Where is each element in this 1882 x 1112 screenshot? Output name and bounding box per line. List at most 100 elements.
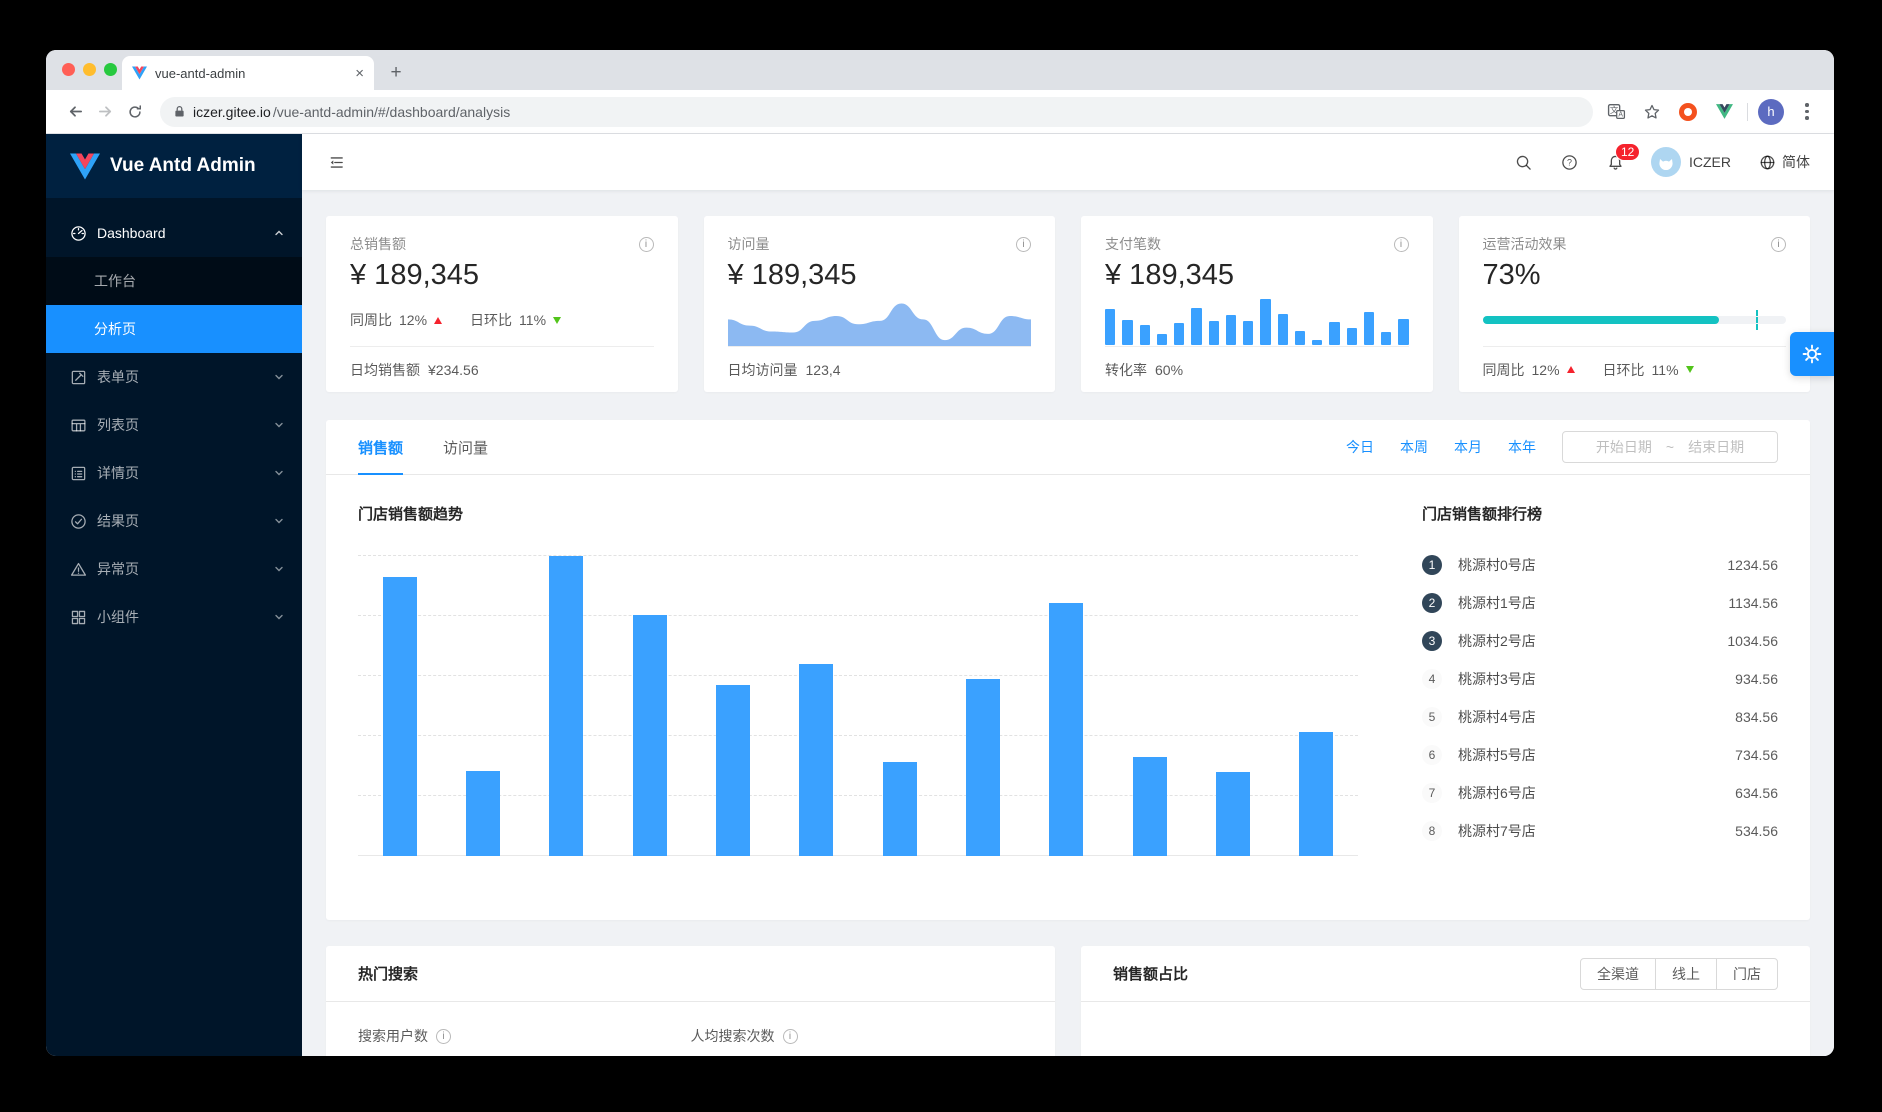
- store-value: 734.56: [1735, 747, 1778, 763]
- app-logo[interactable]: Vue Antd Admin: [46, 134, 302, 198]
- ranking-row[interactable]: 6 桃源村5号店 734.56: [1422, 736, 1778, 774]
- tab-销售额[interactable]: 销售额: [358, 420, 404, 475]
- zoom-window-button[interactable]: [104, 63, 117, 76]
- info-icon[interactable]: i: [1393, 236, 1409, 252]
- trend-week: 同周比 12%: [1483, 360, 1575, 380]
- store-value: 834.56: [1735, 709, 1778, 725]
- info-icon[interactable]: i: [436, 1028, 451, 1044]
- ranking-row[interactable]: 7 桃源村6号店 634.56: [1422, 774, 1778, 812]
- bookmark-star-icon[interactable]: [1639, 99, 1665, 125]
- store-value: 1234.56: [1727, 557, 1778, 573]
- browser-menu-icon[interactable]: [1794, 99, 1820, 125]
- info-icon[interactable]: i: [782, 1028, 798, 1044]
- stat-card-visits: 访问量 i ¥ 189,345 日均访问量 123,4: [703, 216, 1055, 392]
- channel-button-全渠道[interactable]: 全渠道: [1580, 957, 1656, 990]
- chart-bar[interactable]: [799, 664, 834, 856]
- progress-target-marker: [1755, 310, 1758, 330]
- sidebar-item-详情页[interactable]: 详情页: [46, 449, 302, 497]
- mini-bar: [1243, 321, 1254, 345]
- range-link-本月[interactable]: 本月: [1454, 439, 1482, 455]
- sidebar: Vue Antd Admin Dashboard 工作台 分析页 表单页 列表页 详情页结…: [46, 134, 302, 1056]
- date-range-picker[interactable]: 开始日期 ~ 结束日期: [1562, 431, 1778, 463]
- ranking-row[interactable]: 8 桃源村7号店 534.56: [1422, 812, 1778, 850]
- chart-bar[interactable]: [1132, 757, 1167, 856]
- chart-bar[interactable]: [1299, 731, 1334, 856]
- chart-bar[interactable]: [549, 556, 584, 856]
- rank-badge: 2: [1422, 593, 1442, 613]
- chart-bar[interactable]: [632, 614, 667, 856]
- ranking-row[interactable]: 1 桃源村0号店 1234.56: [1422, 546, 1778, 584]
- svg-text:?: ?: [1567, 157, 1572, 167]
- ranking-row[interactable]: 3 桃源村2号店 1034.56: [1422, 622, 1778, 660]
- table-icon: [70, 417, 87, 434]
- help-icon[interactable]: ?: [1559, 152, 1579, 172]
- stat-card-ops-effect: 运营活动效果 i 73% 同周比 12% 日环比 11%: [1458, 216, 1810, 392]
- chart-bar[interactable]: [715, 685, 750, 856]
- sidebar-subitem-工作台[interactable]: 工作台: [94, 273, 136, 289]
- range-link-本周[interactable]: 本周: [1400, 439, 1428, 455]
- new-tab-button[interactable]: +: [390, 62, 402, 83]
- sidebar-item-结果页[interactable]: 结果页: [46, 497, 302, 545]
- notification-badge: 12: [1615, 143, 1641, 161]
- stat-title: 总销售额: [350, 236, 406, 252]
- range-link-今日[interactable]: 今日: [1346, 439, 1374, 455]
- rank-badge: 6: [1422, 745, 1442, 765]
- store-value: 934.56: [1735, 671, 1778, 687]
- user-menu[interactable]: ICZER: [1651, 147, 1731, 177]
- browser-tab[interactable]: vue-antd-admin ×: [122, 56, 374, 90]
- stat-value: ¥ 189,345: [350, 259, 480, 291]
- mini-bar: [1225, 315, 1236, 345]
- channel-button-线上[interactable]: 线上: [1655, 957, 1717, 990]
- sidebar-item-表单页[interactable]: 表单页: [46, 353, 302, 401]
- card-title: 热门搜索: [358, 966, 419, 983]
- sidebar-item-小组件[interactable]: 小组件: [46, 593, 302, 641]
- sidebar-item-异常页[interactable]: 异常页: [46, 545, 302, 593]
- channel-button-门店[interactable]: 门店: [1716, 957, 1778, 990]
- store-ranking: 门店销售额排行榜 1 桃源村0号店 1234.56 2 桃源村1号店 1134.56 3 桃源…: [1358, 503, 1778, 856]
- warning-icon: [70, 561, 87, 578]
- chart-bar[interactable]: [382, 577, 417, 856]
- caret-up-icon: [434, 316, 443, 324]
- vue-devtools-icon[interactable]: [1711, 99, 1737, 125]
- info-icon[interactable]: i: [1016, 236, 1031, 252]
- ranking-row[interactable]: 5 桃源村4号店 834.56: [1422, 698, 1778, 736]
- menu-fold-icon[interactable]: [326, 152, 346, 172]
- language-selector[interactable]: 简体: [1757, 152, 1810, 172]
- back-icon[interactable]: [60, 97, 90, 127]
- chart-bar[interactable]: [1049, 602, 1084, 856]
- stat-number: 2.7: [691, 1054, 733, 1056]
- search-icon[interactable]: [1513, 152, 1533, 172]
- ranking-row[interactable]: 4 桃源村3号店 934.56: [1422, 660, 1778, 698]
- mini-bar: [1329, 321, 1340, 345]
- settings-button[interactable]: [1790, 332, 1834, 376]
- chart-bar[interactable]: [882, 761, 917, 856]
- chart-bar[interactable]: [465, 770, 500, 856]
- ranking-row[interactable]: 2 桃源村1号店 1134.56: [1422, 584, 1778, 622]
- extension-orange-icon[interactable]: [1675, 99, 1701, 125]
- tab-close-icon[interactable]: ×: [355, 64, 364, 82]
- check-circle-icon: [70, 513, 87, 530]
- store-name: 桃源村4号店: [1458, 709, 1536, 725]
- url-path: /vue-antd-admin/#/dashboard/analysis: [272, 103, 511, 120]
- reload-icon[interactable]: [120, 97, 150, 127]
- tab-访问量[interactable]: 访问量: [443, 439, 489, 457]
- chart-bar[interactable]: [1215, 772, 1250, 856]
- range-link-本年[interactable]: 本年: [1508, 439, 1536, 455]
- mini-bar: [1122, 320, 1133, 345]
- sidebar-submenu: 工作台分析页: [46, 257, 302, 353]
- sidebar-item-Dashboard[interactable]: Dashboard: [46, 209, 302, 257]
- stat-number: 12321: [358, 1054, 441, 1056]
- info-icon[interactable]: i: [638, 236, 654, 252]
- language-label: 简体: [1782, 154, 1810, 170]
- close-window-button[interactable]: [62, 63, 75, 76]
- forward-icon[interactable]: [90, 97, 120, 127]
- minimize-window-button[interactable]: [83, 63, 96, 76]
- chart-bar[interactable]: [965, 679, 1000, 856]
- browser-profile-avatar[interactable]: h: [1758, 98, 1784, 125]
- sidebar-subitem-分析页[interactable]: 分析页: [46, 305, 302, 353]
- sidebar-item-列表页[interactable]: 列表页: [46, 401, 302, 449]
- address-bar[interactable]: iczer.gitee.io/vue-antd-admin/#/dashboar…: [160, 96, 1593, 127]
- info-icon[interactable]: i: [1771, 236, 1786, 252]
- notifications-bell-icon[interactable]: 12: [1605, 143, 1641, 172]
